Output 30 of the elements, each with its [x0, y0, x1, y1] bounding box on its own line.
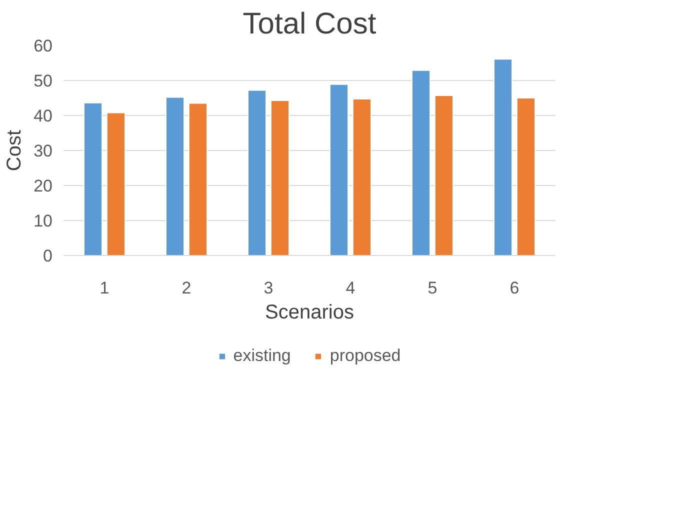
bar — [248, 90, 267, 256]
x-tick-label: 4 — [346, 278, 356, 298]
x-tick-label: 3 — [264, 278, 274, 298]
bar — [516, 98, 536, 256]
y-tick-label: 30 — [34, 142, 53, 160]
bar — [166, 96, 185, 256]
y-tick-label: 10 — [34, 212, 53, 230]
x-tick-label: 5 — [428, 278, 438, 298]
bar — [352, 98, 372, 256]
y-tick-label: 0 — [43, 246, 53, 266]
bar — [494, 58, 513, 256]
chart-title: Total Cost — [242, 8, 377, 40]
legend-label: proposed — [330, 346, 401, 366]
bar — [412, 70, 431, 256]
y-tick-label: 60 — [34, 36, 53, 56]
x-axis-title: Scenarios — [265, 302, 354, 324]
bar — [330, 84, 349, 256]
y-axis-title: Cost — [4, 129, 26, 172]
bar — [434, 95, 454, 256]
y-tick-label: 20 — [34, 176, 53, 196]
legend-label: existing — [233, 346, 291, 366]
x-tick-label: 6 — [510, 278, 520, 298]
bar — [84, 102, 103, 256]
y-tick-label: 50 — [34, 72, 53, 90]
bar — [106, 112, 126, 256]
bar — [188, 102, 208, 256]
bar — [270, 100, 290, 256]
y-tick-label: 40 — [34, 106, 53, 126]
x-tick-label: 1 — [100, 278, 110, 298]
x-tick-label: 2 — [182, 278, 192, 298]
